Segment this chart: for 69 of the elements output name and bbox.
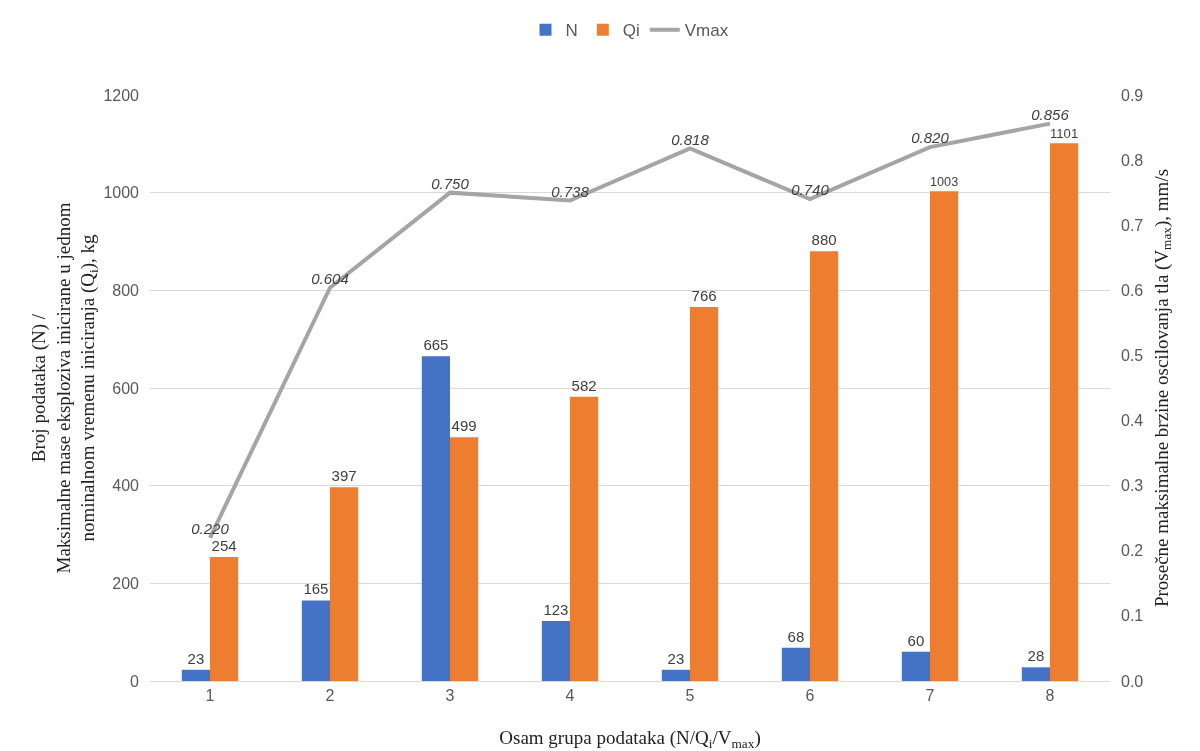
data-label: 23 [187,649,205,667]
y2-tick-label: 0.8 [1121,151,1144,169]
bar [210,556,239,681]
x-tick-label: 7 [925,687,935,705]
data-label: 23 [667,649,685,667]
bar [661,669,690,681]
data-label: 0.750 [431,174,470,192]
bar [421,356,450,681]
data-label: 60 [907,631,925,649]
bar [690,306,719,681]
data-label: 28 [1027,647,1045,665]
bar [541,620,570,681]
y-tick-label: 0 [130,672,140,690]
legend-label: N [565,21,578,41]
bar [570,396,599,681]
data-label: 0.738 [551,182,590,200]
y2-tick-label: 0.6 [1121,281,1144,299]
data-label: 68 [787,627,805,645]
data-label: 880 [811,231,837,249]
y-tick-label: 1200 [103,86,140,104]
bar [450,437,479,681]
x-tick-label: 1 [205,687,215,705]
y2-tick-label: 0.2 [1121,542,1144,560]
data-label: 766 [691,286,717,304]
bar [901,651,930,681]
x-tick-label: 2 [325,687,335,705]
y2-tick-label: 0.9 [1121,86,1144,104]
y2-tick-label: 0.3 [1121,477,1144,495]
data-label: 123 [543,600,569,618]
data-label: 1101 [1050,125,1079,141]
data-label: 165 [303,580,329,598]
bar [181,669,210,681]
x-tick-label: 8 [1045,687,1055,705]
bar [930,191,959,681]
bar [301,600,330,681]
data-label: 0.856 [1031,105,1070,123]
x-axis-title: Osam grupa podataka (N/Q$_{i}$/V$_{max}$) [499,727,761,751]
y-tick-label: 800 [112,281,140,299]
bar [330,487,359,681]
bar [810,251,839,681]
data-label: 0.820 [911,129,950,147]
bar [781,647,810,681]
y-tick-label: 400 [112,477,140,495]
x-tick-label: 4 [565,687,575,705]
y2-tick-label: 0.0 [1121,672,1144,690]
data-label: 0.740 [791,181,830,199]
x-tick-label: 5 [685,687,695,705]
legend-label: Qi [622,21,640,41]
x-tick-label: 6 [805,687,815,705]
y-tick-label: 200 [112,574,140,592]
legend-label: Vmax [684,21,729,41]
y-tick-label: 600 [112,379,140,397]
data-label: 582 [571,376,597,394]
x-tick-label: 3 [445,687,455,705]
bar [1050,143,1079,681]
y-tick-label: 1000 [103,184,140,202]
data-label: 499 [451,417,477,435]
bar [1021,667,1050,681]
data-label: 665 [423,336,449,354]
data-label: 1003 [930,174,959,189]
y2-tick-label: 0.1 [1121,607,1144,625]
data-label: 254 [211,536,237,554]
y2-tick-label: 0.4 [1121,412,1144,430]
data-label: 0.818 [671,130,710,148]
y2-tick-label: 0.7 [1121,216,1144,234]
data-label: 0.604 [311,269,349,287]
data-label: 397 [331,467,357,485]
data-label: 0.220 [191,520,230,538]
y2-tick-label: 0.5 [1121,347,1144,365]
